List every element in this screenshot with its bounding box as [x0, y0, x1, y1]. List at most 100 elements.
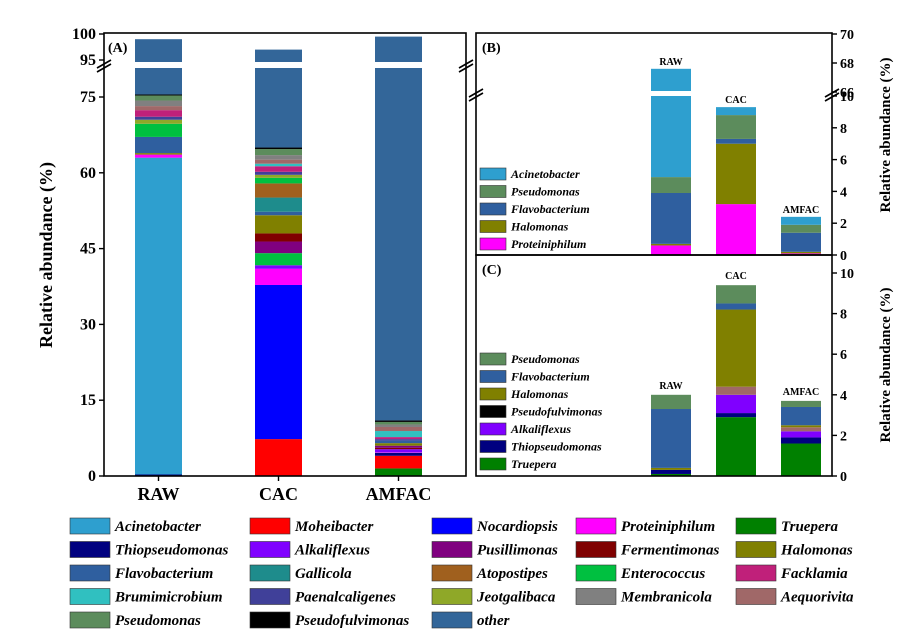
bar-label-c-amfac: AMFAC: [783, 387, 819, 398]
legend-label-nocardiopsis: Nocardiopsis: [476, 519, 558, 535]
bar-a-raw-paenalcaligenes: [135, 116, 182, 120]
bar-c-raw-flavobacterium: [651, 409, 691, 468]
legend-b-swatch-pseudomonas: [479, 185, 507, 198]
bar-a-cac-pseudofulvimonas: [255, 147, 302, 150]
legend-swatch-gallicola: [249, 564, 291, 582]
ytick-label-b-4: 4: [840, 185, 847, 200]
legend-c-label-thiopseudomonas: Thiopseudomonas: [511, 440, 602, 454]
legend-swatch-proteiniphilum: [575, 517, 617, 535]
legend-swatch-jeotgalibaca: [431, 588, 473, 605]
bar-a-amfac-alkaliflexus: [375, 449, 422, 453]
legend-label-jeotgalibaca: Jeotgalibaca: [476, 590, 556, 606]
bar-b-raw-flavobacterium: [651, 192, 691, 244]
legend-label-pseudomonas: Pseudomonas: [115, 613, 201, 629]
ytick-label-a-100: 100: [72, 26, 96, 43]
bar-label-c-raw: RAW: [659, 381, 682, 392]
ytick-label-c-2: 2: [840, 429, 847, 444]
bar-b-raw-halomonas: [651, 243, 691, 246]
ytick-label-b-68: 68: [840, 57, 854, 72]
panel-a-frame: [103, 32, 467, 477]
ytick-label-b-8: 8: [840, 122, 847, 137]
legend-swatch-flavobacterium: [69, 564, 111, 582]
ytick-label-a-60: 60: [80, 165, 96, 182]
legend-label-halomonas: Halomonas: [780, 543, 853, 559]
legend-c-label-pseudomonas: Pseudomonas: [511, 352, 580, 366]
legend-swatch-nocardiopsis: [431, 517, 473, 535]
legend-label-facklamia: Facklamia: [780, 566, 848, 582]
legend-swatch-alkaliflexus: [249, 541, 291, 558]
main-legend: Acinetobacter Moheibacter Nocardiopsis Prot…: [69, 517, 854, 629]
ylabel-c: Relative abundance (%): [878, 288, 894, 443]
bar-label-c-cac: CAC: [725, 271, 747, 282]
legend-swatch-moheibacter: [249, 517, 291, 535]
ytick-label-a-95: 95: [80, 52, 96, 69]
panel-label-c: (C): [482, 263, 502, 278]
bar-a-amfac-other: [375, 36, 422, 421]
legend-label-flavobacterium: Flavobacterium: [114, 566, 213, 582]
legend-c-label-alkaliflexus: Alkaliflexus: [510, 422, 571, 436]
ytick-label-c-10: 10: [840, 267, 854, 282]
bar-a-amfac-flavobacterium: [375, 440, 422, 444]
legend-swatch-thiopseudomonas: [69, 541, 111, 558]
bar-a-cac-enterococcus: [255, 177, 302, 184]
panel-a: 0 15 30 45 60 75 95 100 Relative abundance (%) (A…: [36, 26, 474, 504]
legend-label-aequorivita: Aequorivita: [780, 590, 854, 606]
bar-a-amfac-brumimicrobium: [375, 431, 422, 438]
legend-b-label-flavobacterium: Flavobacterium: [510, 202, 590, 216]
legend-c-swatch-alkaliflexus: [479, 422, 507, 436]
legend-label-pseudofulvimonas: Pseudofulvimonas: [295, 613, 409, 629]
legend-swatch-atopostipes: [431, 564, 473, 582]
legend-label-atopostipes: Atopostipes: [476, 566, 548, 582]
ytick-label-b-10: 10: [840, 90, 854, 105]
bar-c-amfac-alkaliflexus: [781, 431, 821, 438]
ytick-label-a-30: 30: [80, 316, 96, 333]
bar-b-amfac-halomonas: [781, 251, 821, 254]
bar-c-amfac-pseudofulvimonas: [781, 427, 821, 432]
legend-label-pusillimonas: Pusillimonas: [477, 543, 558, 559]
legend-b-swatch-halomonas: [479, 220, 507, 233]
bar-c-raw-halomonas: [651, 467, 691, 470]
legend-b-label-halomonas: Halomonas: [510, 220, 569, 234]
axis-break-gap-a: [105, 62, 465, 68]
bar-c-raw-thiopseudomonas: [651, 469, 691, 474]
bar-a-amfac-truepera: [375, 468, 422, 476]
bar-c-amfac-flavobacterium: [781, 406, 821, 426]
legend-label-membranicola: Membranicola: [620, 590, 712, 606]
bar-a-amfac-fermentimonas: [375, 447, 422, 450]
legend-swatch-truepera: [735, 517, 777, 535]
legend-b-swatch-flavobacterium: [479, 202, 507, 216]
legend-label-fermentimonas: Fermentimonas: [620, 543, 720, 559]
legend-label-gallicola: Gallicola: [295, 566, 352, 582]
bar-a-amfac-paenalcaligenes: [375, 439, 422, 441]
bar-b-amfac-acinetobacter: [781, 216, 821, 225]
ytick-label-b-0: 0: [840, 249, 847, 264]
bar-a-cac-alkaliflexus: [255, 265, 302, 269]
legend-c-swatch-pseudofulvimonas: [479, 405, 507, 418]
bar-c-cac-halomonas: [716, 309, 756, 387]
legend-label-proteiniphilum: Proteiniphilum: [621, 519, 715, 535]
xlabel-a-cac: CAC: [259, 484, 298, 504]
break-mark-a-right-2: [458, 63, 474, 73]
legend-b-swatch-proteiniphilum: [479, 237, 507, 251]
legend-swatch-fermentimonas: [575, 541, 617, 558]
bar-a-cac-atopostipes: [255, 183, 302, 198]
bar-b-raw-pseudomonas: [651, 177, 691, 193]
legend-b-label-pseudomonas: Pseudomonas: [511, 185, 580, 199]
bar-a-amfac-thiopseudomonas: [375, 452, 422, 456]
bar-b-raw-proteiniphilum: [651, 245, 691, 255]
ytick-label-b-66: 66: [840, 86, 854, 101]
bar-a-amfac-moheibacter: [375, 455, 422, 469]
break-mark-a-left-2: [96, 63, 112, 73]
bar-c-amfac-halomonas: [781, 425, 821, 428]
bar-b-cac-halomonas: [716, 143, 756, 205]
legend-swatch-facklamia: [735, 564, 777, 582]
panel-c-frame: [475, 254, 833, 477]
bar-a-cac-moheibacter: [255, 439, 302, 476]
legend-b-swatch-acinetobacter: [479, 167, 507, 181]
legend-label-brumimicrobium: Brumimicrobium: [114, 590, 223, 606]
legend-label-truepera: Truepera: [781, 519, 838, 535]
break-mark-b-left-2: [468, 92, 484, 102]
bar-a-cac-paenalcaligenes: [255, 171, 302, 175]
bar-a-amfac-pseudofulvimonas: [375, 420, 422, 422]
